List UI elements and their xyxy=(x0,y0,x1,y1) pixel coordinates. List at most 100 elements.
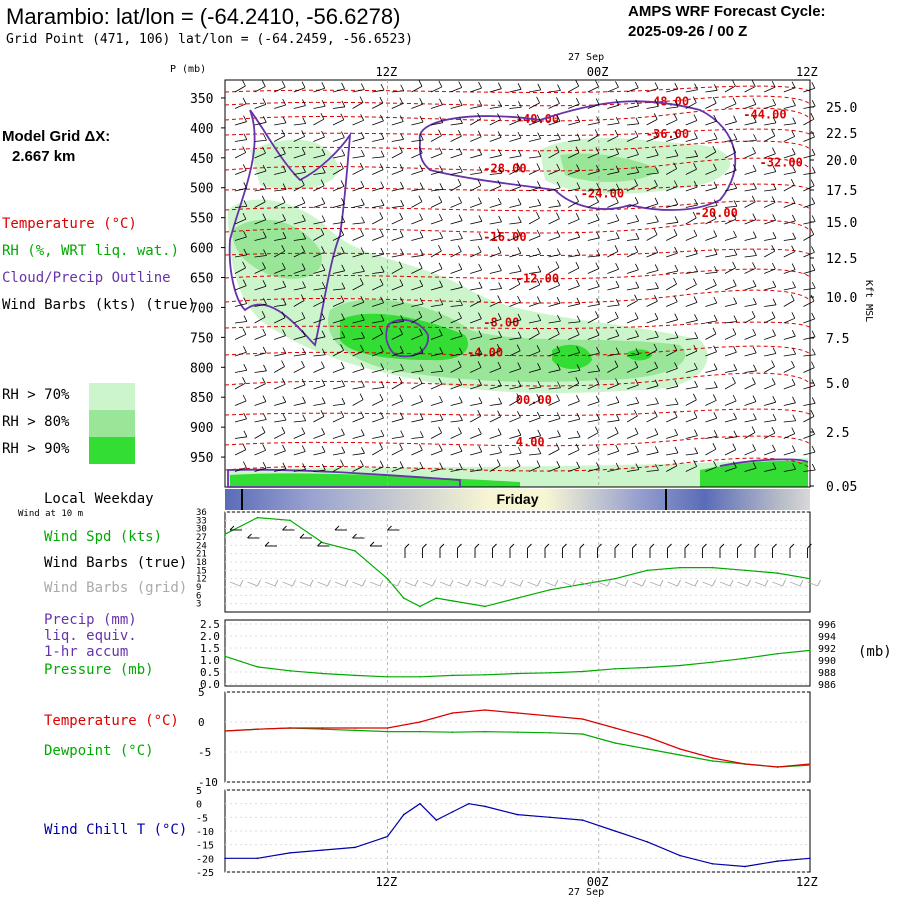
wind-barb xyxy=(332,337,345,340)
wind-barb xyxy=(478,148,483,155)
wind-barb xyxy=(536,460,541,467)
wind-barb xyxy=(607,86,619,93)
wind-barb xyxy=(576,395,580,402)
wind-speed-line-point xyxy=(289,519,291,522)
wind-barb xyxy=(744,401,757,406)
dewpoint-line-point xyxy=(679,754,681,756)
wind-barb xyxy=(458,214,463,221)
wind-barb xyxy=(568,267,580,274)
wind-barb xyxy=(548,236,561,241)
wind-barb xyxy=(724,418,737,423)
wind-barb xyxy=(568,152,580,159)
pressure-line-point xyxy=(451,674,454,677)
wind-barb xyxy=(274,304,287,307)
wind-barb xyxy=(576,133,581,141)
wind-barb xyxy=(587,219,600,225)
wind-barb xyxy=(666,283,677,291)
wind-barb xyxy=(537,247,541,255)
wind-barb xyxy=(666,385,678,390)
precip-tick-label: 0.0 xyxy=(200,678,220,691)
wind-barb xyxy=(528,350,541,357)
wind-barb xyxy=(450,87,462,93)
wind-barb xyxy=(254,370,267,373)
wind-barb xyxy=(254,432,266,439)
wind-barb xyxy=(458,165,463,173)
wind-barb xyxy=(587,135,599,142)
temperature-line-point xyxy=(581,718,584,720)
wind-barb xyxy=(281,196,286,203)
wind-barb xyxy=(411,139,424,142)
wind-panel-frame xyxy=(224,511,811,613)
wind-barb xyxy=(692,96,697,103)
wind-barb xyxy=(576,164,580,171)
wind-barb xyxy=(439,165,443,172)
wind-barb xyxy=(517,313,522,321)
wind-barb xyxy=(430,122,443,126)
wind-barb xyxy=(557,430,561,437)
wind-barb xyxy=(497,113,501,120)
wind-barb xyxy=(764,171,776,175)
wind-barb xyxy=(497,361,502,369)
wind-barb xyxy=(764,419,777,423)
wind-barb xyxy=(536,96,540,104)
wind-barb xyxy=(576,248,581,256)
weekday-bar: Friday xyxy=(225,489,810,510)
wind-barb xyxy=(528,333,540,340)
wind-barb xyxy=(400,181,404,189)
wind-barb xyxy=(419,431,424,438)
wind-barb xyxy=(556,163,561,171)
wind-barb xyxy=(666,155,679,159)
wind-barb xyxy=(320,179,325,186)
wind-barb xyxy=(528,368,541,373)
wind-barb xyxy=(300,179,305,186)
wind-barb xyxy=(595,98,600,105)
wind-barb xyxy=(685,466,697,472)
wind-barb xyxy=(791,81,796,88)
grid-wind-barb xyxy=(362,579,366,587)
wind-barb xyxy=(391,333,403,340)
wind-barb xyxy=(450,184,462,192)
wind-barb xyxy=(321,197,326,204)
wind-barb xyxy=(694,447,699,454)
wind-barb xyxy=(674,380,679,387)
wind-barb xyxy=(537,380,542,388)
wind-barb xyxy=(254,316,266,324)
wind-barb xyxy=(705,400,717,406)
wind-barb xyxy=(313,185,325,192)
wind-barb xyxy=(654,131,659,138)
wind-barb xyxy=(783,136,795,142)
wind-barb xyxy=(654,379,659,386)
wind-barb xyxy=(634,245,639,253)
grid-wind-barb xyxy=(274,579,279,587)
wind-barb xyxy=(234,187,247,192)
wind-barb xyxy=(380,132,385,139)
wind-barb xyxy=(536,212,540,219)
wind-barb xyxy=(733,297,738,304)
wind-speed-line-point xyxy=(549,588,551,591)
wind-barb xyxy=(528,386,541,390)
wind-barb xyxy=(556,248,561,255)
windchill-line-point xyxy=(402,813,405,816)
wind-barb xyxy=(419,413,424,420)
wind-barb xyxy=(654,446,659,453)
wind-barb xyxy=(685,186,698,192)
wind-barb xyxy=(792,281,796,288)
wind-barb xyxy=(537,265,542,273)
grid-wind-barb xyxy=(649,581,661,587)
wind-barb xyxy=(372,138,384,142)
wind-barb xyxy=(430,401,443,406)
wind-barb xyxy=(694,429,698,436)
wind-barb xyxy=(360,362,365,369)
wind-barb xyxy=(803,385,815,390)
wind-tick-label: 15 xyxy=(196,566,207,576)
surface-wind-barb xyxy=(282,525,287,531)
wind-tick-label: 21 xyxy=(196,550,207,560)
p-tick-label: 650 xyxy=(190,272,213,287)
grid-wind-barb xyxy=(502,579,506,587)
wind-barb xyxy=(811,445,816,453)
wind-barb xyxy=(537,132,542,139)
wind-barb xyxy=(792,117,797,124)
wind-barb xyxy=(470,402,483,406)
wind-barb xyxy=(634,294,638,301)
wind-barb xyxy=(262,377,266,384)
